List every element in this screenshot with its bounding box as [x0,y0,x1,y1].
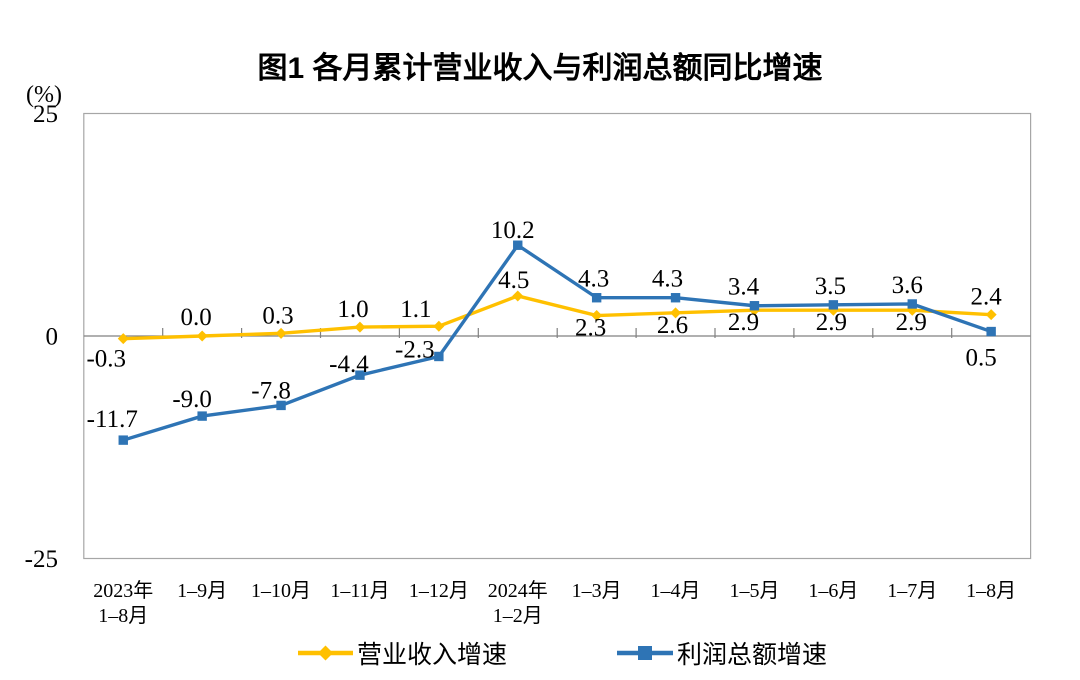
data-label: 0.3 [262,302,293,329]
x-axis-label: 1–6月 [808,580,858,602]
chart-title: 图1 各月累计营业收入与利润总额同比增速 [257,52,823,85]
data-point-marker [670,293,681,303]
data-label: 0.0 [181,304,212,331]
data-point-marker [434,351,444,362]
x-axis-label: 1–2月 [493,605,543,627]
data-point-marker [354,321,366,333]
x-axis-label: 1–11月 [330,580,389,602]
data-label: 2.9 [728,309,759,336]
data-label: 2.3 [575,315,606,342]
data-point-marker [513,240,523,250]
y-tick-label: 0 [46,324,59,351]
data-point-marker [433,320,445,332]
legend-label: 营业收入增速 [357,641,507,669]
series-line-0 [123,294,992,341]
data-label: 1.1 [400,296,431,323]
data-point-marker [670,307,682,319]
data-point-marker [591,310,603,322]
y-tick-label: -25 [25,546,58,573]
data-label: 4.3 [652,266,683,293]
data-point-marker [196,330,208,342]
data-label: 10.2 [491,217,535,244]
data-label: -0.3 [86,346,126,373]
x-axis-label: 2024年 [488,579,548,602]
data-point-marker [276,400,286,411]
data-label: 2.9 [896,309,927,336]
y-tick-label: 25 [33,101,58,128]
data-point-marker [118,435,128,445]
x-axis-label: 1–3月 [572,580,622,602]
x-axis-label: 1–12月 [409,580,469,602]
x-axis-label: 1–8月 [98,605,148,627]
data-label: -2.3 [395,336,435,363]
data-label: -11.7 [87,406,138,433]
x-axis-label: 1–9月 [177,580,227,602]
unit-label: (%) [26,82,62,108]
data-point-marker [275,327,287,339]
legend-marker [318,645,333,661]
data-label: 2.6 [657,312,688,339]
x-axis-label: 1–10月 [251,580,311,602]
x-axis-label: 1–4月 [651,580,701,602]
data-label: 4.3 [578,266,609,293]
legend-label: 利润总额增速 [677,641,827,669]
data-label: -9.0 [172,386,212,413]
data-label: 1.0 [337,296,368,323]
x-axis-label: 1–8月 [966,580,1016,602]
series-line-1 [122,242,992,442]
data-label: 3.4 [728,274,760,301]
data-point-marker [828,300,839,310]
x-axis-label: 1–7月 [887,580,937,602]
data-point-marker [512,290,524,302]
legend-marker [638,646,652,660]
data-label: 2.4 [971,284,1003,311]
data-label: 4.5 [498,267,529,294]
data-label: 2.9 [816,309,847,336]
data-point-marker [197,411,207,421]
data-point-marker [986,326,996,337]
data-point-marker [749,301,760,311]
x-axis-label: 2023年 [93,579,153,602]
data-point-marker [355,370,365,380]
data-label: 3.5 [815,273,846,300]
data-point-marker [907,299,917,309]
data-label: -4.4 [329,351,369,378]
data-label: 3.6 [892,272,923,299]
x-axis-label: 1–5月 [729,580,779,602]
data-point-marker [117,333,129,345]
data-label: -7.8 [251,377,291,404]
data-label: 0.5 [966,345,997,372]
data-point-marker [985,309,997,321]
data-point-marker [591,293,602,303]
